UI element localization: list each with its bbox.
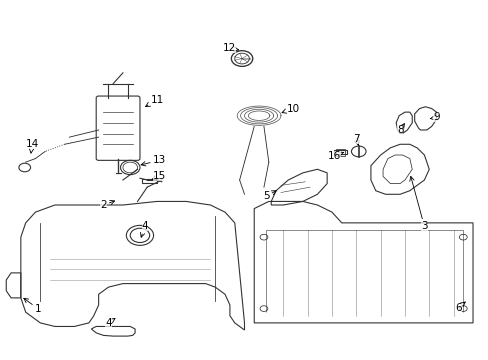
Text: 2: 2	[100, 200, 114, 210]
Text: 3: 3	[409, 176, 427, 231]
Text: 16: 16	[327, 151, 343, 161]
Text: 12: 12	[222, 43, 238, 53]
Bar	[334, 150, 346, 154]
Bar	[335, 149, 345, 156]
Text: 1: 1	[24, 298, 41, 314]
Text: 6: 6	[454, 302, 464, 312]
Text: 13: 13	[141, 156, 166, 166]
Bar	[142, 179, 157, 183]
Text: 7: 7	[352, 134, 359, 145]
Text: 5: 5	[263, 191, 276, 201]
Text: 10: 10	[282, 104, 299, 113]
Text: 15: 15	[152, 171, 166, 181]
Text: 9: 9	[429, 112, 439, 122]
Text: 11: 11	[145, 95, 163, 107]
Text: 8: 8	[396, 123, 404, 135]
Text: 14: 14	[25, 139, 39, 153]
Text: 4: 4	[140, 221, 148, 237]
Text: 4: 4	[105, 318, 115, 328]
